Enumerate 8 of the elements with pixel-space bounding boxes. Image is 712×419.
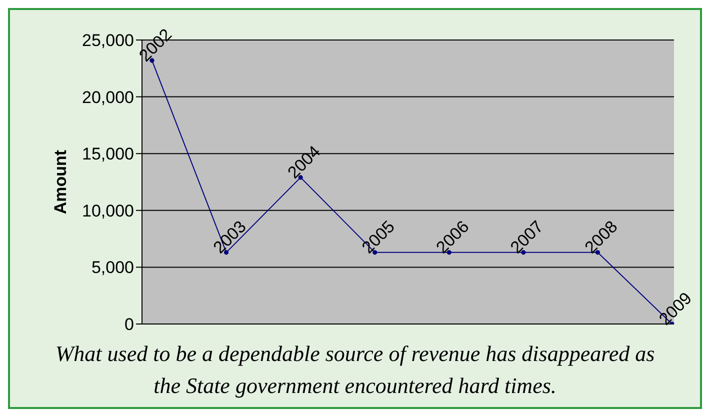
text: What used to be a dependable source of revenue has disappeared as the State government encountered hard times. — [55, 341, 655, 398]
y-tick-label: 25,000 — [82, 31, 134, 50]
y-tick-label: 10,000 — [82, 201, 134, 220]
y-axis-title: Amount — [51, 150, 70, 214]
y-tick-label: 20,000 — [82, 88, 134, 107]
y-tick-label: 0 — [124, 315, 134, 334]
y-tick-label: 15,000 — [82, 144, 134, 164]
y-tick-label: 5,000 — [91, 258, 134, 278]
